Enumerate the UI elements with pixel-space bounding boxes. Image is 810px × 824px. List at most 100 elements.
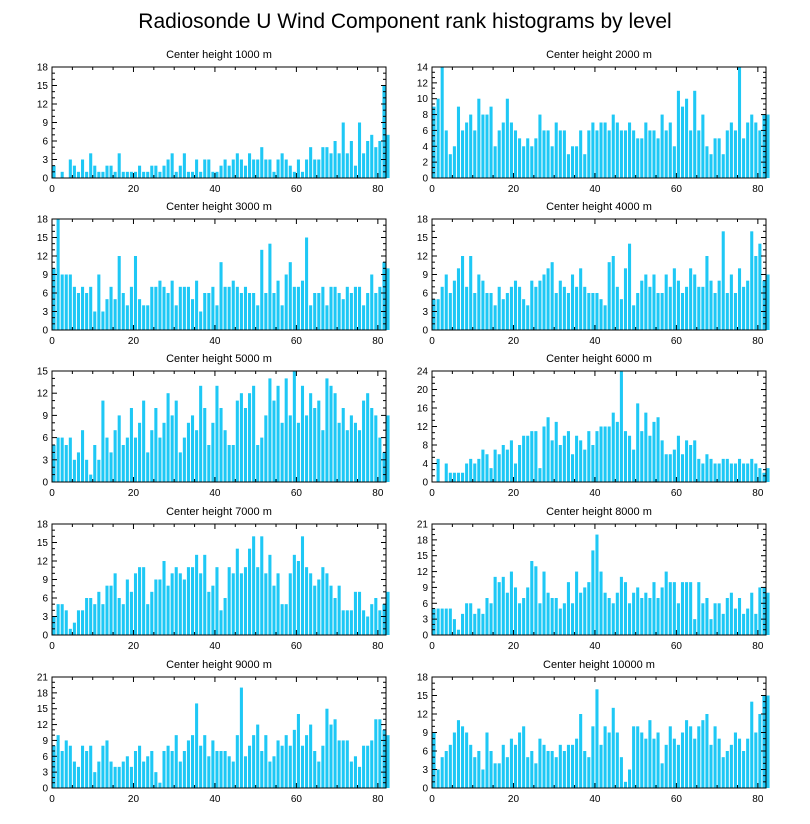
histogram-bar bbox=[717, 138, 721, 178]
histogram-bar bbox=[742, 138, 746, 178]
y-tick-label: 3 bbox=[422, 765, 428, 776]
histogram-bar bbox=[125, 437, 129, 482]
histogram-bar bbox=[538, 280, 542, 330]
histogram-bar bbox=[680, 582, 685, 635]
histogram-bar bbox=[243, 165, 248, 178]
histogram-bar bbox=[742, 463, 746, 482]
histogram-bar bbox=[725, 751, 729, 788]
histogram-bar bbox=[284, 604, 288, 635]
y-tick-label: 0 bbox=[422, 478, 428, 489]
histogram-bar bbox=[542, 744, 546, 788]
histogram-bar bbox=[587, 582, 591, 635]
histogram-bar bbox=[81, 430, 85, 482]
histogram-bar bbox=[644, 738, 648, 788]
histogram-bar bbox=[615, 286, 619, 330]
x-tick-label: 20 bbox=[508, 488, 520, 499]
histogram-bar bbox=[509, 440, 513, 483]
histogram-bar bbox=[227, 286, 231, 330]
histogram-bar bbox=[353, 756, 357, 788]
y-tick-label: 6 bbox=[42, 137, 48, 148]
histogram-bar bbox=[374, 415, 378, 482]
y-tick-label: 0 bbox=[42, 631, 48, 642]
histogram-bar bbox=[166, 159, 170, 178]
histogram-bar bbox=[469, 114, 473, 178]
histogram-bar bbox=[473, 463, 477, 482]
histogram-bar bbox=[579, 268, 583, 330]
x-tick-label: 0 bbox=[49, 184, 55, 195]
figure-title: Radiosonde U Wind Component rank histogr… bbox=[138, 10, 672, 33]
y-tick-label: 8 bbox=[422, 441, 428, 452]
histogram-bar bbox=[721, 231, 725, 330]
histogram-bar bbox=[72, 286, 76, 330]
histogram-bar bbox=[436, 608, 440, 635]
histogram-bar bbox=[754, 256, 758, 330]
histogram-bar bbox=[243, 756, 248, 788]
x-tick-label: 40 bbox=[209, 488, 221, 499]
y-tick-label: 18 bbox=[37, 520, 49, 531]
histogram-bar bbox=[493, 576, 497, 635]
histogram-bar bbox=[362, 305, 366, 330]
histogram-bar bbox=[501, 576, 505, 635]
histogram-bar bbox=[288, 262, 292, 330]
histogram-bar bbox=[676, 435, 680, 482]
histogram-bar bbox=[288, 573, 292, 635]
histogram-bar bbox=[353, 165, 357, 178]
histogram-bar bbox=[766, 468, 770, 483]
histogram-bar bbox=[461, 726, 465, 788]
histogram-bar bbox=[305, 237, 309, 330]
histogram-bar bbox=[325, 305, 329, 330]
histogram-bar bbox=[570, 603, 575, 635]
histogram-bar bbox=[93, 165, 97, 178]
histogram-bar bbox=[186, 422, 190, 482]
histogram-bar bbox=[554, 122, 558, 178]
histogram-bar bbox=[562, 751, 566, 788]
histogram-bar bbox=[199, 573, 203, 635]
y-tick-label: 10 bbox=[417, 94, 429, 105]
histogram-bar bbox=[522, 726, 526, 788]
histogram-bar bbox=[93, 445, 97, 482]
histogram-bar bbox=[742, 286, 746, 330]
histogram-bar bbox=[158, 782, 162, 788]
histogram-bar bbox=[611, 412, 615, 483]
histogram-bar bbox=[309, 147, 313, 178]
histogram-bar bbox=[729, 122, 733, 178]
histogram-bar bbox=[595, 431, 599, 483]
y-tick-label: 9 bbox=[42, 575, 48, 586]
histogram-bar bbox=[195, 703, 199, 788]
histogram-bar bbox=[513, 463, 518, 482]
histogram-bar bbox=[76, 610, 81, 635]
histogram-bar bbox=[182, 579, 186, 635]
panel-title: Center height 6000 m bbox=[546, 353, 652, 365]
histogram-bar bbox=[268, 243, 272, 330]
histogram-bar bbox=[505, 449, 509, 483]
histogram-bar bbox=[121, 293, 125, 330]
histogram-bar bbox=[309, 573, 313, 635]
histogram-panel: Center height 5000 m 0 3 6 9 12 15 0 20 40 60 80 bbox=[37, 353, 390, 499]
histogram-bar bbox=[746, 280, 750, 330]
histogram-bar bbox=[117, 256, 121, 330]
histogram-bar bbox=[300, 536, 305, 635]
y-tick-label: 6 bbox=[422, 289, 428, 300]
y-tick-label: 0 bbox=[422, 784, 428, 795]
histogram-bar bbox=[93, 772, 97, 788]
histogram-bar bbox=[513, 280, 518, 330]
histogram-bar bbox=[219, 408, 223, 482]
histogram-bar bbox=[248, 548, 252, 635]
histogram-bar bbox=[676, 90, 680, 178]
histogram-bar bbox=[489, 293, 493, 330]
histogram-bar bbox=[248, 153, 252, 178]
histogram-bar bbox=[345, 286, 349, 330]
y-tick-label: 8 bbox=[422, 110, 428, 121]
histogram-bar bbox=[693, 90, 697, 178]
histogram-bar bbox=[725, 598, 729, 635]
histogram-bar bbox=[493, 449, 497, 483]
histogram-bar bbox=[452, 146, 456, 178]
histogram-bar bbox=[317, 400, 321, 482]
histogram-bar bbox=[477, 751, 481, 788]
x-tick-label: 20 bbox=[508, 336, 520, 347]
histogram-bar bbox=[378, 719, 382, 788]
histogram-bar bbox=[440, 757, 444, 788]
histogram-bar bbox=[469, 744, 473, 788]
histogram-bar bbox=[313, 751, 317, 788]
y-tick-label: 2 bbox=[422, 158, 428, 169]
